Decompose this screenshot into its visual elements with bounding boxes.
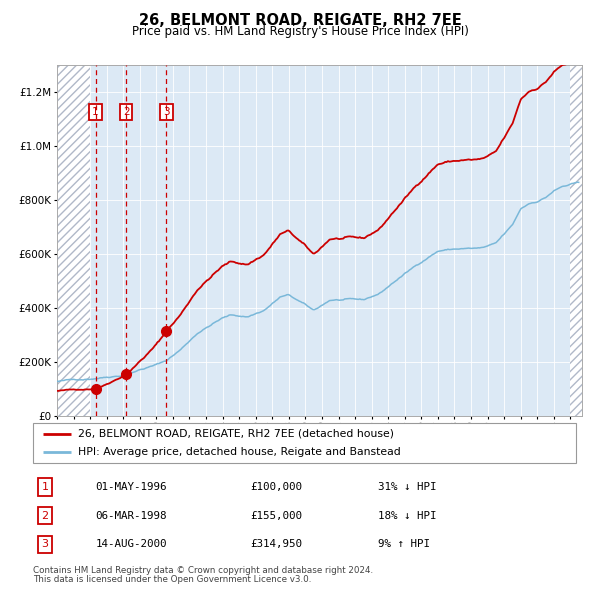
Text: 01-MAY-1996: 01-MAY-1996	[95, 482, 167, 492]
FancyBboxPatch shape	[33, 423, 576, 463]
Text: 2: 2	[41, 511, 49, 520]
Text: 31% ↓ HPI: 31% ↓ HPI	[378, 482, 436, 492]
Text: 2: 2	[123, 107, 130, 117]
Text: £100,000: £100,000	[250, 482, 302, 492]
Text: Contains HM Land Registry data © Crown copyright and database right 2024.: Contains HM Land Registry data © Crown c…	[33, 566, 373, 575]
Text: 3: 3	[163, 107, 170, 117]
Bar	[57, 65, 90, 416]
Text: 3: 3	[41, 539, 49, 549]
Text: £155,000: £155,000	[250, 511, 302, 520]
Text: 14-AUG-2000: 14-AUG-2000	[95, 539, 167, 549]
Text: 18% ↓ HPI: 18% ↓ HPI	[378, 511, 436, 520]
Text: Price paid vs. HM Land Registry's House Price Index (HPI): Price paid vs. HM Land Registry's House …	[131, 25, 469, 38]
Text: 26, BELMONT ROAD, REIGATE, RH2 7EE (detached house): 26, BELMONT ROAD, REIGATE, RH2 7EE (deta…	[77, 429, 394, 439]
Text: HPI: Average price, detached house, Reigate and Banstead: HPI: Average price, detached house, Reig…	[77, 447, 400, 457]
Bar	[571, 65, 582, 416]
Text: 1: 1	[92, 107, 99, 117]
Text: 9% ↑ HPI: 9% ↑ HPI	[378, 539, 430, 549]
Text: £314,950: £314,950	[250, 539, 302, 549]
Text: 26, BELMONT ROAD, REIGATE, RH2 7EE: 26, BELMONT ROAD, REIGATE, RH2 7EE	[139, 13, 461, 28]
Text: 1: 1	[41, 482, 49, 492]
Text: This data is licensed under the Open Government Licence v3.0.: This data is licensed under the Open Gov…	[33, 575, 311, 584]
Text: 06-MAR-1998: 06-MAR-1998	[95, 511, 167, 520]
